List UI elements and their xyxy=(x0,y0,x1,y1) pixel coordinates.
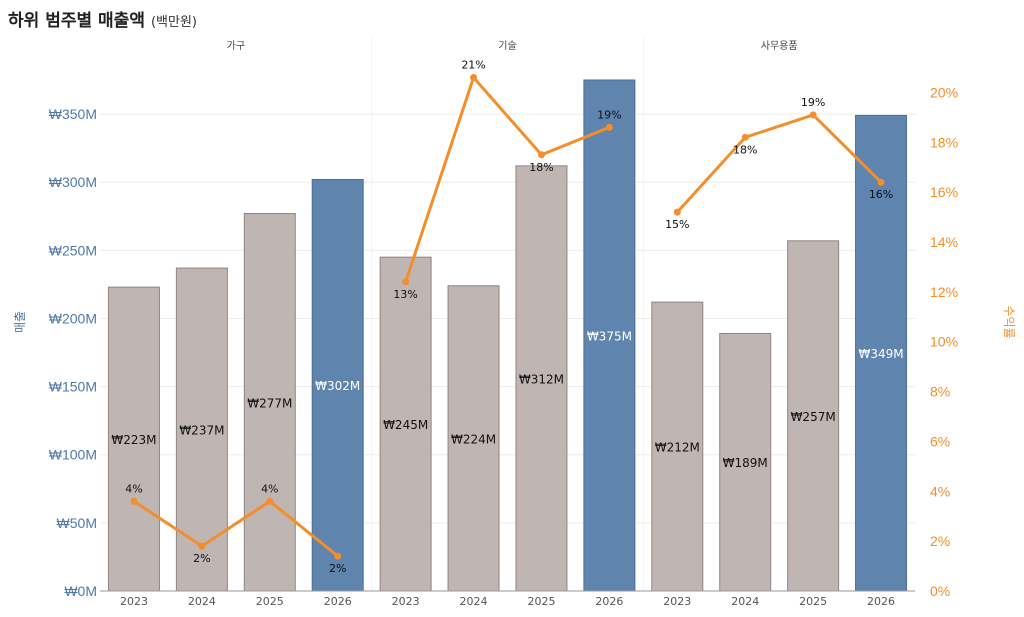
group-header: 기술 xyxy=(498,40,516,52)
x-tick-label: 2024 xyxy=(731,595,759,608)
y-tick-label-left: ₩200M xyxy=(49,310,97,326)
bar xyxy=(651,301,704,592)
bar xyxy=(719,332,772,592)
y-axis-right: 0% 2% 4% 6% 8% 10% 12% 14% 16% 18% 20% xyxy=(930,84,958,599)
y-tick-label-left: ₩250M xyxy=(49,242,97,258)
profit-line xyxy=(404,76,610,283)
bar xyxy=(855,114,908,592)
y-tick-label-right: 2% xyxy=(930,533,950,549)
x-tick-label: 2023 xyxy=(663,595,691,608)
y-axis-left-label: 매출 xyxy=(13,311,27,333)
bar-value-label: ₩375M xyxy=(587,330,632,344)
x-tick-label: 2024 xyxy=(188,595,216,608)
bar xyxy=(311,178,364,592)
chart-title: 하위 범주별 매출액 (백만원) xyxy=(8,6,197,31)
y-tick-label-left: ₩0M xyxy=(64,583,97,599)
y-tick-label-right: 0% xyxy=(930,583,950,599)
bar-value-label: ₩224M xyxy=(451,432,496,446)
y-tick-label-right: 12% xyxy=(930,284,958,300)
bar xyxy=(515,165,568,592)
bar-value-label: ₩257M xyxy=(791,410,836,424)
profit-point xyxy=(402,278,410,286)
bar xyxy=(447,285,500,592)
y-tick-label-left: ₩300M xyxy=(49,174,97,190)
bar-labels: ₩223M ₩237M ₩277M ₩302M ₩245M ₩224M ₩312M ₩375M… xyxy=(111,330,903,471)
y-tick-label-left: ₩50M xyxy=(57,515,97,531)
profit-point xyxy=(605,123,613,131)
y-tick-label-right: 10% xyxy=(930,334,958,350)
y-tick-label-right: 6% xyxy=(930,433,950,449)
profit-line xyxy=(133,499,339,558)
y-axis-left: ₩0M ₩50M ₩100M ₩150M ₩200M ₩250M ₩300M ₩350M xyxy=(49,106,97,599)
group-header: 사무용품 xyxy=(761,40,798,52)
profit-point xyxy=(537,151,545,159)
profit-value-label: 16% xyxy=(869,188,893,201)
bar-value-label: ₩189M xyxy=(723,456,768,470)
bar xyxy=(787,240,840,592)
profit-value-label: 19% xyxy=(597,108,621,121)
profit-point xyxy=(741,133,749,141)
profit-line xyxy=(676,113,883,214)
group-header: 가구 xyxy=(227,40,245,52)
profit-point xyxy=(334,552,342,560)
bar-value-label: ₩349M xyxy=(858,347,903,361)
y-tick-label-right: 4% xyxy=(930,483,950,499)
bar xyxy=(107,286,160,592)
y-tick-label-right: 14% xyxy=(930,234,958,250)
profit-value-label: 2% xyxy=(329,562,346,575)
profit-point xyxy=(198,542,206,550)
x-tick-label: 2025 xyxy=(256,595,284,608)
profit-lines xyxy=(130,74,885,560)
y-tick-label-left: ₩100M xyxy=(49,447,97,463)
y-tick-label-right: 16% xyxy=(930,184,958,200)
profit-value-label: 21% xyxy=(461,59,485,72)
profit-value-label: 4% xyxy=(125,482,142,495)
profit-value-label: 15% xyxy=(665,218,689,231)
y-tick-label-right: 18% xyxy=(930,134,958,150)
profit-point xyxy=(673,208,681,216)
y-tick-label-left: ₩350M xyxy=(49,106,97,122)
profit-point xyxy=(877,178,885,186)
bar-value-label: ₩212M xyxy=(655,441,700,455)
profit-point xyxy=(809,111,817,119)
x-tick-label: 2026 xyxy=(324,595,352,608)
x-tick-label: 2024 xyxy=(460,595,488,608)
group-headers: 가구 기술 사무용품 xyxy=(227,40,798,52)
bar xyxy=(243,213,296,592)
x-tick-label: 2026 xyxy=(867,595,895,608)
chart-title-unit: (백만원) xyxy=(150,15,197,30)
line-labels: 4% 2% 4% 2% 13% 21% 18% 19% 15% 18% 19% 16% xyxy=(125,59,893,576)
bar-value-label: ₩277M xyxy=(247,396,292,410)
y-tick-label-right: 20% xyxy=(930,84,958,100)
bar-value-label: ₩312M xyxy=(519,372,564,386)
chart-title-text: 하위 범주별 매출액 xyxy=(8,11,145,31)
profit-point xyxy=(470,74,478,82)
profit-value-label: 18% xyxy=(733,143,757,156)
profit-point xyxy=(130,497,138,505)
profit-value-label: 13% xyxy=(393,288,417,301)
bar-value-label: ₩302M xyxy=(315,379,360,393)
bar xyxy=(175,267,228,592)
bar-value-label: ₩245M xyxy=(383,418,428,432)
x-tick-label: 2023 xyxy=(120,595,148,608)
x-axis: 2023 2024 2025 2026 2023 2024 2025 2026 2023 2024… xyxy=(100,590,915,608)
y-axis-right-label: 수익률 xyxy=(1002,305,1016,338)
profit-point xyxy=(266,497,274,505)
bars xyxy=(107,79,908,592)
profit-value-label: 4% xyxy=(261,482,278,495)
profit-value-label: 18% xyxy=(529,161,553,174)
y-tick-label-right: 8% xyxy=(930,384,950,400)
profit-value-label: 2% xyxy=(193,552,210,565)
x-tick-label: 2025 xyxy=(527,595,555,608)
bar xyxy=(379,256,432,592)
x-tick-label: 2026 xyxy=(595,595,623,608)
y-tick-label-left: ₩150M xyxy=(49,379,97,395)
bar-value-label: ₩237M xyxy=(179,424,224,438)
bar-value-label: ₩223M xyxy=(111,433,156,447)
x-tick-label: 2025 xyxy=(799,595,827,608)
profit-value-label: 19% xyxy=(801,96,825,109)
x-tick-label: 2023 xyxy=(392,595,420,608)
